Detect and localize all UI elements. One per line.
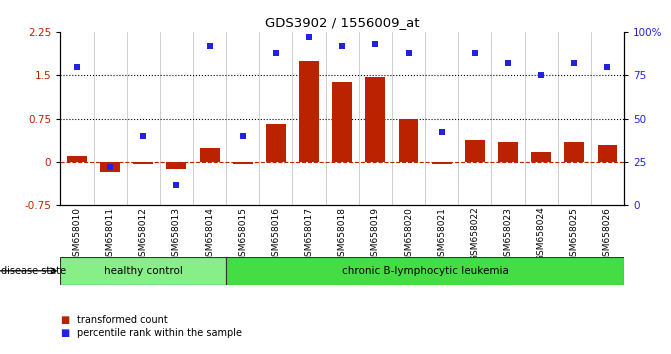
- Text: percentile rank within the sample: percentile rank within the sample: [77, 329, 242, 338]
- Bar: [564, 142, 584, 162]
- Point: [105, 164, 115, 170]
- Point: [370, 41, 380, 47]
- Bar: [100, 162, 120, 172]
- Title: GDS3902 / 1556009_at: GDS3902 / 1556009_at: [265, 16, 419, 29]
- Bar: [60, 257, 226, 285]
- Bar: [67, 156, 87, 162]
- Point: [204, 43, 215, 48]
- Bar: [498, 142, 518, 162]
- Bar: [366, 77, 385, 162]
- Point: [171, 182, 182, 187]
- Bar: [597, 144, 617, 162]
- Bar: [299, 61, 319, 162]
- Bar: [465, 140, 484, 162]
- Bar: [166, 162, 187, 169]
- Bar: [233, 162, 253, 164]
- Point: [138, 133, 149, 139]
- Text: transformed count: transformed count: [77, 315, 168, 325]
- Text: ■: ■: [60, 315, 70, 325]
- Point: [470, 50, 480, 56]
- Bar: [266, 124, 286, 162]
- Point: [535, 73, 546, 78]
- Text: healthy control: healthy control: [104, 266, 183, 276]
- Bar: [431, 162, 452, 164]
- Point: [436, 130, 447, 135]
- Point: [337, 43, 348, 48]
- Point: [602, 64, 613, 69]
- Bar: [226, 257, 624, 285]
- Bar: [332, 82, 352, 162]
- Bar: [399, 119, 419, 162]
- Point: [72, 64, 83, 69]
- Bar: [200, 148, 219, 162]
- Point: [270, 50, 281, 56]
- Point: [503, 60, 513, 66]
- Text: chronic B-lymphocytic leukemia: chronic B-lymphocytic leukemia: [342, 266, 509, 276]
- Point: [569, 60, 580, 66]
- Point: [403, 50, 414, 56]
- Bar: [134, 162, 153, 164]
- Point: [304, 34, 315, 40]
- Text: disease state: disease state: [1, 266, 66, 276]
- Point: [238, 133, 248, 139]
- Text: ■: ■: [60, 329, 70, 338]
- Bar: [531, 152, 551, 162]
